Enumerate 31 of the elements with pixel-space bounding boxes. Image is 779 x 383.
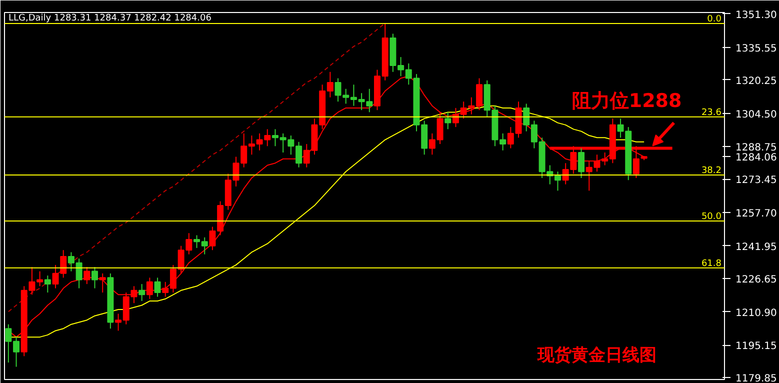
annotation: 现货黄金日线图 bbox=[536, 346, 656, 366]
annotation: 0.0 bbox=[707, 14, 722, 25]
candlestick bbox=[146, 277, 153, 300]
candlestick bbox=[92, 266, 98, 289]
annotation: 23.6 bbox=[701, 108, 722, 118]
candlestick bbox=[44, 275, 51, 294]
y-tick-label: 1320.25 bbox=[736, 76, 777, 87]
candlestick bbox=[444, 112, 452, 130]
ref-line-label: 阻力位1288 bbox=[572, 90, 682, 112]
y-tick-label: 1288.75 bbox=[736, 142, 777, 154]
y-tick-label: 1335.55 bbox=[736, 43, 777, 54]
y-tick-label: 1351.30 bbox=[736, 10, 777, 21]
candlestick bbox=[138, 284, 146, 302]
annotation: 50.0 bbox=[701, 212, 722, 222]
candlestick bbox=[578, 148, 585, 178]
candlestick bbox=[154, 277, 161, 298]
y-tick-label: 1304.50 bbox=[736, 109, 777, 120]
candlestick bbox=[84, 266, 90, 285]
y-tick-label: 1284.06 bbox=[736, 152, 777, 164]
y-tick-label: 1179.85 bbox=[736, 374, 777, 383]
y-tick-label: 1210.90 bbox=[736, 308, 777, 319]
y-tick-label: 1195.15 bbox=[736, 341, 777, 352]
annotation: 61.8 bbox=[701, 258, 722, 269]
y-tick-label: 1257.70 bbox=[736, 208, 777, 220]
y-tick-label: 1241.95 bbox=[736, 242, 777, 253]
candlestick bbox=[99, 272, 106, 294]
line-series bbox=[8, 22, 386, 312]
y-tick-label: 1226.65 bbox=[736, 274, 777, 286]
annotation: 38.2 bbox=[701, 166, 722, 176]
y-tick-label: 1273.45 bbox=[736, 175, 777, 186]
chart-title: LLG,Daily 1283.31 1284.37 1282.42 1284.06 bbox=[8, 14, 212, 24]
